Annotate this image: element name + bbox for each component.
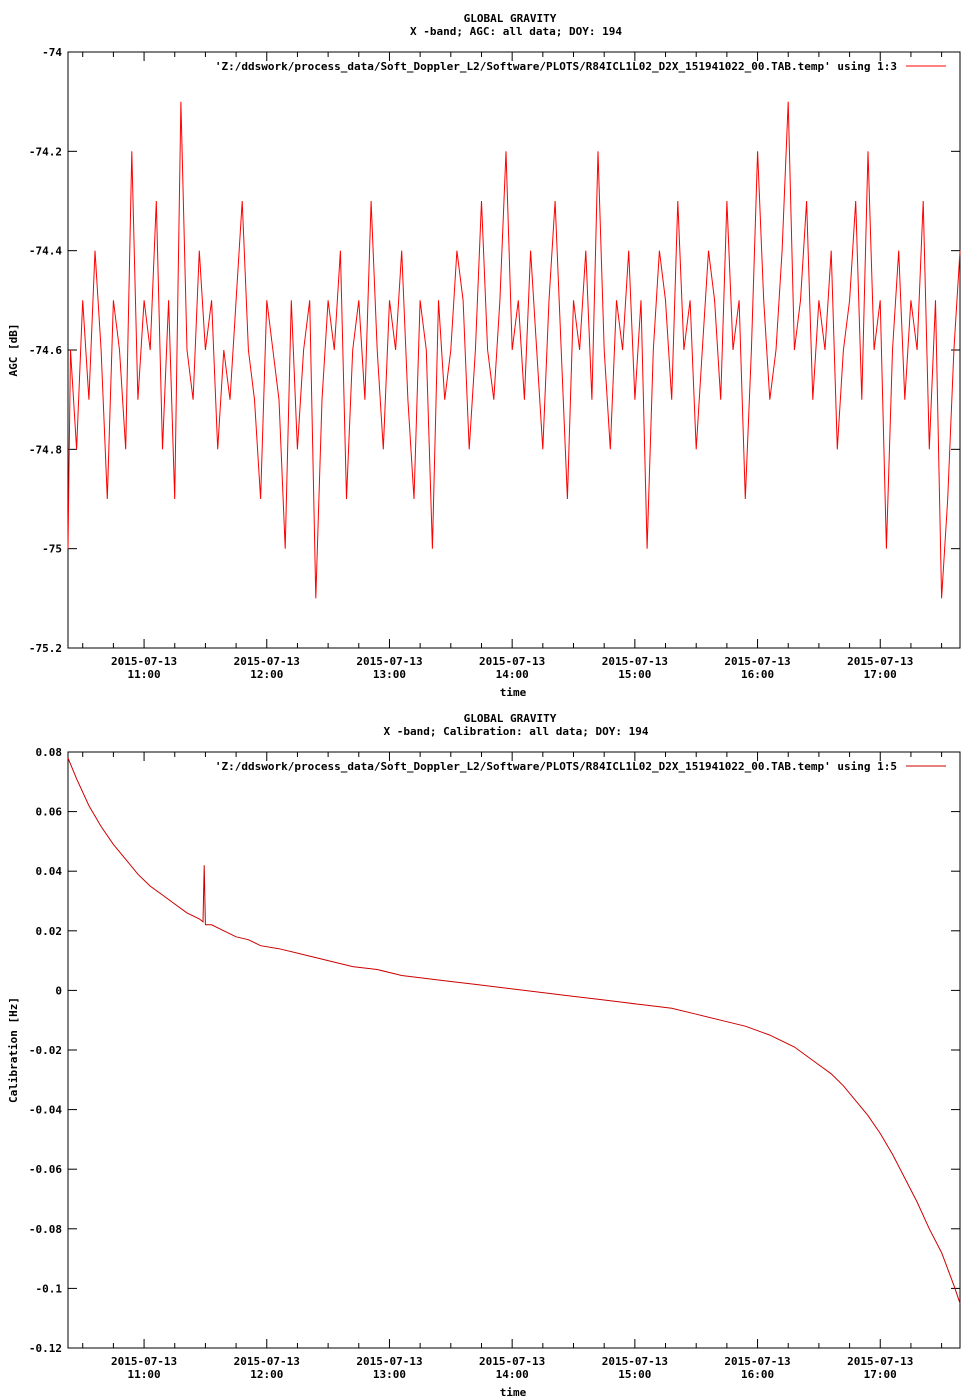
x-tick-date-label: 2015-07-13 [111, 1355, 177, 1368]
y-tick-label: -74 [42, 46, 62, 59]
chart2-series [67, 757, 961, 1304]
chart1-y-axis: -74 -74.2 -74.4 -74.6 -74.8 -75 -75.2 [29, 46, 960, 655]
x-tick-time-label: 17:00 [864, 668, 897, 681]
agc-chart: GLOBAL GRAVITY X -band; AGC: all data; D… [7, 12, 961, 699]
x-tick-date-label: 2015-07-13 [479, 1355, 545, 1368]
y-tick-label: -74.2 [29, 145, 62, 158]
y-tick-label: 0 [55, 984, 62, 997]
chart1-y-label: AGC [dB] [7, 324, 20, 377]
x-tick-time-label: 12:00 [250, 668, 283, 681]
x-tick-time-label: 15:00 [618, 1368, 651, 1381]
x-tick-date-label: 2015-07-13 [111, 655, 177, 668]
y-tick-label: -74.8 [29, 443, 62, 456]
chart1-series [67, 101, 961, 599]
x-tick-date-label: 2015-07-13 [847, 1355, 913, 1368]
y-tick-label: 0.02 [36, 925, 63, 938]
x-tick-date-label: 2015-07-13 [847, 655, 913, 668]
x-tick-time-label: 13:00 [373, 668, 406, 681]
chart2-y-label: Calibration [Hz] [7, 997, 20, 1103]
y-tick-label: -74.6 [29, 344, 62, 357]
y-tick-label: -0.02 [29, 1044, 62, 1057]
x-tick-date-label: 2015-07-13 [602, 1355, 668, 1368]
y-tick-label: 0.06 [36, 806, 63, 819]
y-tick-label: -0.08 [29, 1223, 62, 1236]
x-tick-time-label: 16:00 [741, 668, 774, 681]
x-tick-time-label: 13:00 [373, 1368, 406, 1381]
chart2-subtitle: X -band; Calibration: all data; DOY: 194 [384, 725, 649, 738]
y-tick-label: -0.1 [36, 1282, 63, 1295]
y-tick-label: -0.04 [29, 1104, 62, 1117]
x-tick-date-label: 2015-07-13 [356, 1355, 422, 1368]
chart1-x-axis: 2015-07-1311:002015-07-1312:002015-07-13… [82, 52, 943, 681]
chart1-plot-frame [67, 51, 961, 649]
x-tick-date-label: 2015-07-13 [234, 655, 300, 668]
y-tick-label: -0.12 [29, 1342, 62, 1355]
x-tick-time-label: 14:00 [496, 1368, 529, 1381]
chart2-title: GLOBAL GRAVITY [464, 712, 557, 725]
x-tick-date-label: 2015-07-13 [602, 655, 668, 668]
chart2-legend-text: 'Z:/ddswork/process_data/Soft_Doppler_L2… [215, 760, 897, 773]
chart1-legend-text: 'Z:/ddswork/process_data/Soft_Doppler_L2… [215, 60, 897, 73]
series-line [67, 101, 961, 599]
chart2-x-label: time [500, 1386, 527, 1399]
chart1-subtitle: X -band; AGC: all data; DOY: 194 [410, 25, 622, 38]
x-tick-time-label: 11:00 [128, 668, 161, 681]
y-tick-label: 0.04 [36, 865, 63, 878]
series-line [67, 757, 961, 1304]
chart2-x-axis: 2015-07-1311:002015-07-1312:002015-07-13… [82, 752, 943, 1381]
chart2-y-axis: 0.08 0.06 0.04 0.02 0 -0.02 -0.04 -0.06 -0.08 -0.… [29, 746, 960, 1355]
y-tick-label: -0.06 [29, 1163, 62, 1176]
x-tick-time-label: 11:00 [128, 1368, 161, 1381]
chart1-x-label: time [500, 686, 527, 699]
y-tick-label: 0.08 [36, 746, 63, 759]
x-tick-date-label: 2015-07-13 [724, 655, 790, 668]
y-tick-label: -75 [42, 543, 62, 556]
x-tick-time-label: 17:00 [864, 1368, 897, 1381]
chart2-plot-frame [67, 751, 961, 1349]
x-tick-date-label: 2015-07-13 [479, 655, 545, 668]
chart1-title: GLOBAL GRAVITY [464, 12, 557, 25]
x-tick-date-label: 2015-07-13 [234, 1355, 300, 1368]
x-tick-date-label: 2015-07-13 [724, 1355, 790, 1368]
y-tick-label: -74.4 [29, 245, 62, 258]
y-tick-label: -75.2 [29, 642, 62, 655]
x-tick-time-label: 15:00 [618, 668, 651, 681]
x-tick-time-label: 12:00 [250, 1368, 283, 1381]
x-tick-time-label: 16:00 [741, 1368, 774, 1381]
x-tick-time-label: 14:00 [496, 668, 529, 681]
calibration-chart: GLOBAL GRAVITY X -band; Calibration: all… [7, 712, 961, 1399]
x-tick-date-label: 2015-07-13 [356, 655, 422, 668]
